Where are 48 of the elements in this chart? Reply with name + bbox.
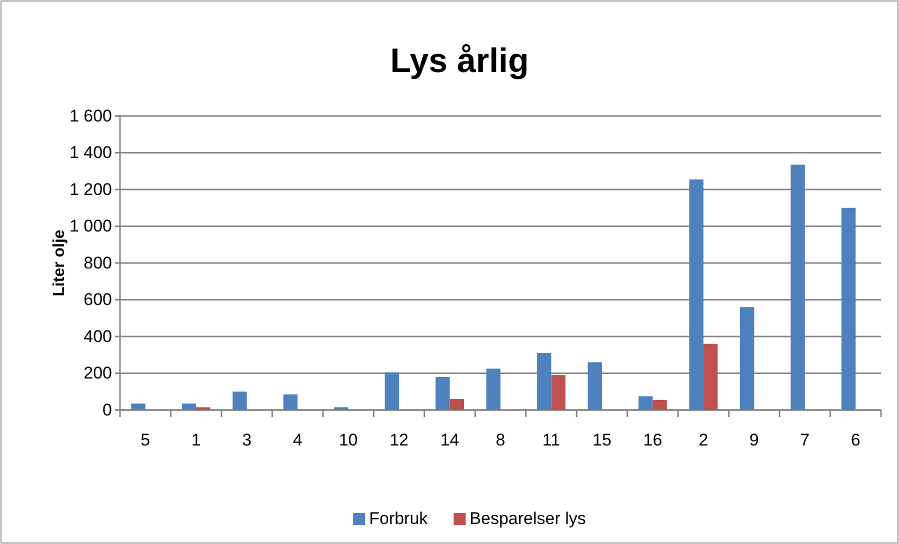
bar [436,376,450,410]
bar [689,179,704,410]
x-tick-label: 5 [140,430,150,450]
y-tick-label: 1 200 [69,180,112,199]
x-tick-label: 1 [191,430,201,450]
x-tick-label: 14 [440,430,460,450]
bar [131,404,146,410]
x-tick-label: 10 [338,430,358,450]
legend-label: Besparelser lys [470,509,586,528]
x-tick-label: 15 [592,430,612,450]
x-tick-label: 2 [698,430,708,450]
x-tick-label: 6 [850,430,860,450]
x-tick-label: 9 [749,430,759,450]
bar [450,398,464,410]
y-tick-label: 1 400 [69,143,112,162]
y-tick-label: 1 000 [69,216,112,236]
bar [384,372,400,410]
x-tick-label: 4 [292,430,302,450]
bar [334,407,348,410]
bar [638,396,653,410]
x-tick-label: 7 [800,430,810,450]
y-tick-label: 800 [84,253,112,272]
bar [790,164,805,410]
bar [551,375,566,410]
x-tick-label: 3 [242,430,252,450]
x-tick-label: 16 [643,430,662,450]
bar [740,307,754,410]
bar [232,392,247,410]
bar [841,208,856,410]
y-tick-label: 600 [84,290,112,310]
bar [537,353,552,410]
bar [196,407,210,410]
y-tick-label: 200 [84,364,112,383]
y-tick-label: 0 [102,400,112,420]
x-tick-label: 8 [496,430,506,450]
legend-label: Forbruk [369,509,428,528]
bar [703,344,718,410]
y-tick-label: 400 [84,326,112,346]
x-tick-label: 11 [542,430,560,450]
bar [652,400,667,410]
x-tick-label: 12 [390,430,408,450]
bar [588,362,602,410]
bar [486,368,500,410]
bar [182,404,196,410]
bar [283,394,298,410]
y-tick-label: 1 600 [69,106,112,126]
y-axis-title: Liter olje [51,230,68,296]
chart-title: Lys årlig [390,42,529,80]
